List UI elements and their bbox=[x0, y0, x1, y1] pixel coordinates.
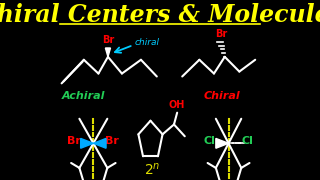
Text: $2^n$: $2^n$ bbox=[144, 162, 161, 178]
Text: chiral: chiral bbox=[135, 38, 160, 47]
Text: Cl: Cl bbox=[204, 136, 215, 146]
Polygon shape bbox=[93, 138, 106, 148]
Text: Achiral: Achiral bbox=[62, 91, 105, 101]
Polygon shape bbox=[81, 138, 93, 148]
Text: Br: Br bbox=[102, 35, 114, 45]
Text: OH: OH bbox=[169, 100, 185, 110]
Text: Cl: Cl bbox=[242, 136, 253, 146]
Text: Chiral: Chiral bbox=[203, 91, 240, 101]
Text: Br: Br bbox=[106, 136, 119, 146]
Polygon shape bbox=[216, 138, 228, 148]
Text: Br: Br bbox=[215, 29, 227, 39]
Polygon shape bbox=[105, 48, 110, 57]
Text: Chiral Centers & Molecules: Chiral Centers & Molecules bbox=[0, 3, 320, 27]
Text: Br: Br bbox=[68, 136, 81, 146]
